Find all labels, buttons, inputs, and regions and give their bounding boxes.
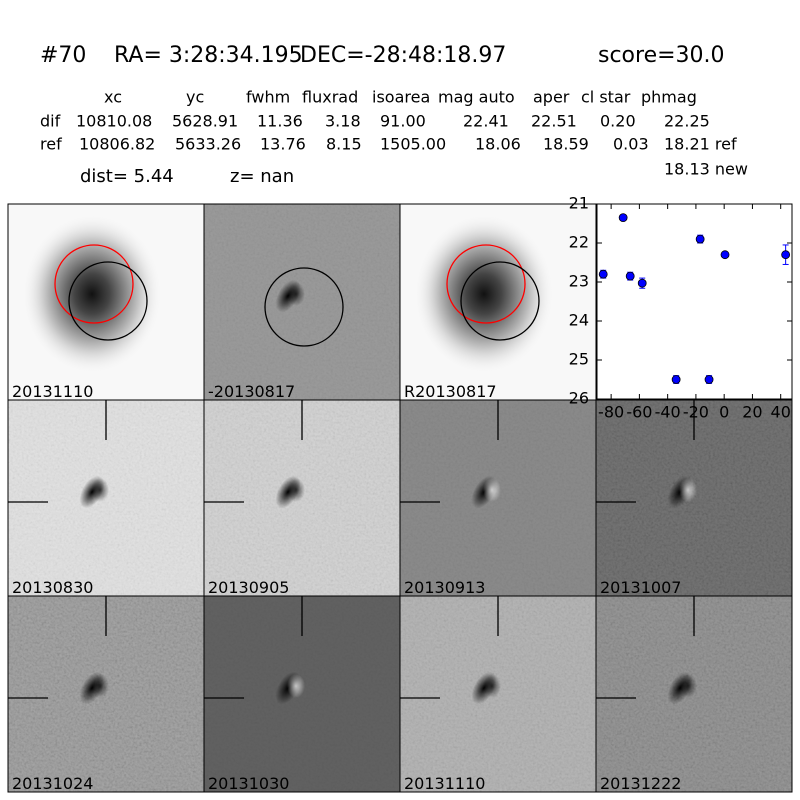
plot-area [596, 203, 793, 400]
point [671, 375, 681, 384]
image-panel: 20131030 [203, 595, 401, 793]
target-circle [460, 261, 540, 341]
panel-label: 20130913 [404, 578, 485, 597]
residual [679, 674, 697, 698]
table-cell: 18.59 [543, 135, 589, 154]
column-header: mag auto [438, 88, 515, 107]
image-panel: R20130817 [399, 203, 597, 401]
panel-label: 20131222 [600, 774, 681, 793]
x-tick-label: 0 [719, 403, 729, 422]
residual [287, 282, 305, 306]
x-tick-label: -40 [655, 403, 681, 422]
point [695, 234, 705, 244]
residual [287, 478, 305, 502]
galaxy [414, 214, 554, 374]
column-header: isoarea [372, 88, 430, 107]
point [704, 375, 714, 384]
table-cell: 3.18 [325, 112, 361, 131]
panel-label: 20131110 [12, 382, 93, 401]
panel-label: 20130905 [208, 578, 289, 597]
ref-circle [446, 244, 526, 324]
table-cell: 5628.91 [172, 112, 238, 131]
column-header: phmag [641, 88, 697, 107]
galaxy [22, 214, 162, 374]
point [637, 278, 647, 288]
image-panel: 20131110 [399, 595, 597, 793]
ra: RA= 3:28:34.195 [114, 43, 303, 68]
table-cell: 8.15 [326, 135, 362, 154]
target-circle [264, 267, 344, 347]
dec: DEC=-28:48:18.97 [300, 43, 506, 68]
panel-label: 20131024 [12, 774, 93, 793]
y-tick-label: 24 [569, 311, 589, 330]
image-panel: 20131222 [595, 595, 793, 793]
point [618, 213, 628, 223]
point [598, 269, 608, 279]
table-cell: 13.76 [260, 135, 306, 154]
y-tick-label: 26 [569, 389, 589, 408]
image-panel: 20131110 [7, 203, 205, 401]
y-tick-label: 25 [569, 350, 589, 369]
table-cell: dif [40, 112, 61, 131]
panel-label: 20131110 [404, 774, 485, 793]
point [625, 271, 635, 281]
point [720, 250, 730, 260]
image-panel: 20131024 [7, 595, 205, 793]
target-circle [68, 261, 148, 341]
point [781, 250, 791, 260]
residual [91, 478, 109, 502]
column-header: fluxrad [302, 88, 358, 107]
y-tick-label: 23 [569, 272, 589, 291]
redshift: z= nan [230, 166, 294, 187]
table-cell: 0.20 [600, 112, 636, 131]
panel-label: 20130830 [12, 578, 93, 597]
panel-label: R20130817 [404, 382, 497, 401]
image-panel: 20130905 [203, 399, 401, 597]
table-cell: 91.00 [380, 112, 426, 131]
x-tick-label: -60 [626, 403, 652, 422]
residual [91, 674, 109, 698]
new-mag: 18.13 new [664, 160, 748, 179]
score: score=30.0 [598, 43, 725, 68]
dist: dist= 5.44 [80, 166, 174, 187]
image-panel: -20130817 [203, 203, 401, 401]
x-tick-label: 20 [742, 403, 762, 422]
panel-label: 20131007 [600, 578, 681, 597]
x-tick-label: 40 [771, 403, 791, 422]
panel-label: -20130817 [208, 382, 295, 401]
residual [287, 674, 305, 698]
column-header: xc [104, 88, 122, 107]
image-panel: 20130913 [399, 399, 597, 597]
table-cell: 18.06 [475, 135, 521, 154]
table-cell: 11.36 [257, 112, 303, 131]
y-tick-label: 22 [569, 233, 589, 252]
x-tick-label: -20 [683, 403, 709, 422]
ref-circle [54, 244, 134, 324]
table-cell: 22.25 [664, 112, 710, 131]
column-header: cl star [581, 88, 631, 107]
residual [679, 478, 697, 502]
table-cell: ref [40, 135, 62, 154]
column-header: fwhm [246, 88, 290, 107]
table-cell: 1505.00 [380, 135, 446, 154]
column-header: aper [533, 88, 570, 107]
table-cell: 10810.08 [76, 112, 152, 131]
panel-frame [595, 595, 793, 793]
residual [483, 478, 501, 502]
image-panel: 20130830 [7, 399, 205, 597]
image-panel: 20131007 [595, 399, 793, 597]
table-cell: 5633.26 [175, 135, 241, 154]
panel-label: 20131030 [208, 774, 289, 793]
x-tick-label: -80 [598, 403, 624, 422]
column-header: yc [186, 88, 204, 107]
y-tick-label: 21 [569, 194, 589, 213]
residual [483, 674, 501, 698]
object-id: #70 [40, 43, 86, 68]
table-cell: 0.03 [613, 135, 649, 154]
table-cell: 22.41 [463, 112, 509, 131]
table-cell: 10806.82 [79, 135, 155, 154]
table-cell: 22.51 [531, 112, 577, 131]
table-cell: 18.21 ref [664, 135, 737, 154]
